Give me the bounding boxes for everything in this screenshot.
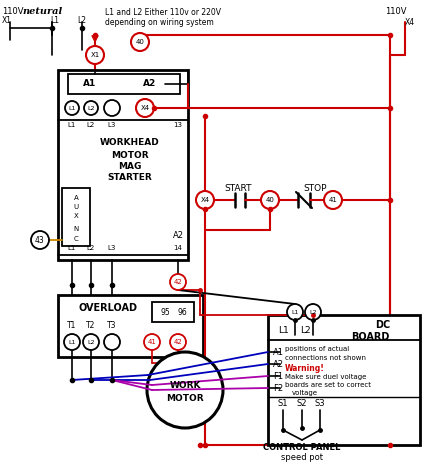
Text: START: START <box>224 184 252 193</box>
Circle shape <box>170 274 186 290</box>
Text: L1 and L2 Either 110v or 220V: L1 and L2 Either 110v or 220V <box>105 8 221 17</box>
Text: S1: S1 <box>278 398 288 408</box>
Circle shape <box>65 101 79 115</box>
Text: X1: X1 <box>2 16 12 25</box>
Text: L2: L2 <box>87 122 95 128</box>
Bar <box>68 74 180 94</box>
Text: L1: L1 <box>68 340 76 344</box>
Text: voltage: voltage <box>292 390 318 396</box>
Bar <box>62 188 90 246</box>
Text: positions of actual: positions of actual <box>285 346 349 352</box>
Text: STOP: STOP <box>303 184 327 193</box>
Bar <box>58 70 188 260</box>
Circle shape <box>170 334 186 350</box>
Bar <box>58 295 203 357</box>
Text: 43: 43 <box>35 236 45 245</box>
Text: T2: T2 <box>86 321 96 330</box>
Text: boards are set to correct: boards are set to correct <box>285 382 371 388</box>
Text: 13: 13 <box>173 122 182 128</box>
Circle shape <box>196 191 214 209</box>
Circle shape <box>31 231 49 249</box>
Text: X4: X4 <box>405 18 415 27</box>
Text: Make sure duel voltage: Make sure duel voltage <box>285 374 366 380</box>
Circle shape <box>287 304 303 320</box>
Text: U: U <box>74 204 79 210</box>
Text: L3: L3 <box>108 122 116 128</box>
Circle shape <box>64 334 80 350</box>
Bar <box>268 315 420 445</box>
Text: 14: 14 <box>173 245 182 251</box>
Text: L2: L2 <box>87 105 95 111</box>
Circle shape <box>104 100 120 116</box>
Text: T1: T1 <box>67 321 76 330</box>
Circle shape <box>147 352 223 428</box>
Bar <box>152 302 194 322</box>
Text: F1: F1 <box>273 371 283 380</box>
Text: MOTOR: MOTOR <box>166 394 204 403</box>
Text: 96: 96 <box>177 307 187 316</box>
Text: 42: 42 <box>174 279 182 285</box>
Text: A1: A1 <box>83 79 96 88</box>
Text: 40: 40 <box>136 39 144 45</box>
Text: T3: T3 <box>107 321 117 330</box>
Circle shape <box>104 334 120 350</box>
Text: F2: F2 <box>273 384 283 393</box>
Circle shape <box>83 334 99 350</box>
Text: X: X <box>74 213 78 219</box>
Circle shape <box>305 304 321 320</box>
Text: MAG: MAG <box>118 161 142 170</box>
Text: L1: L1 <box>68 245 76 251</box>
Text: L1: L1 <box>68 122 76 128</box>
Text: 41: 41 <box>329 197 337 203</box>
Text: 110V: 110V <box>385 7 406 16</box>
Text: Warning!: Warning! <box>285 363 325 373</box>
Text: 110V: 110V <box>2 7 23 16</box>
Text: S2: S2 <box>297 398 307 408</box>
Text: L2: L2 <box>87 340 95 344</box>
Text: STARTER: STARTER <box>108 173 153 182</box>
Text: OVERLOAD: OVERLOAD <box>79 303 138 313</box>
Circle shape <box>136 99 154 117</box>
Text: DC: DC <box>375 320 390 330</box>
Text: 95: 95 <box>160 307 170 316</box>
Text: X4: X4 <box>140 105 150 111</box>
Text: L1: L1 <box>291 309 299 315</box>
Circle shape <box>131 33 149 51</box>
Text: L1: L1 <box>68 105 76 111</box>
Circle shape <box>84 101 98 115</box>
Text: C: C <box>74 236 78 242</box>
Text: L1: L1 <box>50 16 59 25</box>
Circle shape <box>86 46 104 64</box>
Text: L2: L2 <box>300 325 311 334</box>
Text: A: A <box>74 195 78 201</box>
Text: 41: 41 <box>147 339 156 345</box>
Text: CONTROL PANEL: CONTROL PANEL <box>264 443 341 452</box>
Circle shape <box>324 191 342 209</box>
Text: A2: A2 <box>173 230 184 239</box>
Circle shape <box>144 334 160 350</box>
Text: L2: L2 <box>77 16 86 25</box>
Text: S3: S3 <box>314 398 325 408</box>
Text: speed pot: speed pot <box>281 453 323 462</box>
Text: L2: L2 <box>309 309 317 315</box>
Text: X1: X1 <box>91 52 99 58</box>
Text: 42: 42 <box>174 339 182 345</box>
Text: MOTOR: MOTOR <box>111 150 149 159</box>
Text: connections not shown: connections not shown <box>285 355 366 361</box>
Text: A2: A2 <box>143 79 157 88</box>
Text: L1: L1 <box>278 325 289 334</box>
Text: WORKHEAD: WORKHEAD <box>100 138 160 147</box>
Text: L2: L2 <box>87 245 95 251</box>
Text: N: N <box>74 226 79 232</box>
Text: L3: L3 <box>108 245 116 251</box>
Text: netural: netural <box>22 7 62 16</box>
Text: depending on wiring system: depending on wiring system <box>105 18 214 27</box>
Text: 40: 40 <box>266 197 275 203</box>
Text: X4: X4 <box>201 197 210 203</box>
Text: WORK: WORK <box>169 380 201 389</box>
Text: BOARD: BOARD <box>351 332 390 342</box>
Circle shape <box>261 191 279 209</box>
Text: A1: A1 <box>273 348 284 357</box>
Text: A2: A2 <box>273 359 284 368</box>
